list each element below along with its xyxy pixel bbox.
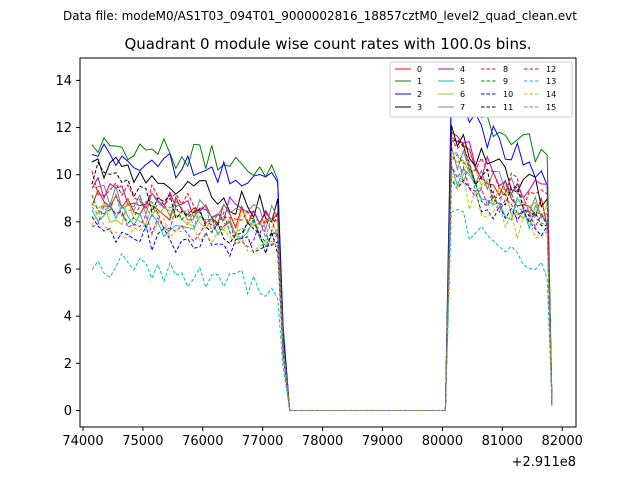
x-tick-label: 74000 xyxy=(62,434,103,449)
legend-label-11: 11 xyxy=(503,103,513,112)
legend-label-6: 6 xyxy=(460,90,465,99)
series-line-15 xyxy=(91,152,553,411)
legend-label-3: 3 xyxy=(417,103,422,112)
series-line-7 xyxy=(91,146,553,411)
axes-frame xyxy=(79,57,577,428)
x-offset-label: +2.911e8 xyxy=(512,455,576,470)
y-tick-label: 10 xyxy=(55,168,72,183)
x-tick-label: 77000 xyxy=(242,434,283,449)
y-tick-label: 0 xyxy=(64,404,72,419)
series-line-1 xyxy=(91,80,553,411)
x-tick-label: 79000 xyxy=(362,434,403,449)
legend-label-15: 15 xyxy=(546,103,556,112)
legend-label-10: 10 xyxy=(503,90,513,99)
legend-label-7: 7 xyxy=(460,103,465,112)
plot-lines xyxy=(91,80,553,411)
chart-suptitle: Data file: modeM0/AS1T03_094T01_90000028… xyxy=(63,9,577,23)
y-tick-label: 2 xyxy=(64,357,72,372)
x-axis: 74000 75000 76000 77000 78000 79000 80000 81000… xyxy=(62,427,583,449)
chart-title: Quadrant 0 module wise count rates with … xyxy=(124,35,531,53)
legend-label-5: 5 xyxy=(460,77,465,86)
y-tick-label: 12 xyxy=(55,121,72,136)
legend-label-9: 9 xyxy=(503,77,508,86)
legend-label-13: 13 xyxy=(546,77,556,86)
series-line-9 xyxy=(91,153,553,411)
y-tick-label: 6 xyxy=(64,263,72,278)
y-tick-label: 4 xyxy=(64,310,72,325)
legend-label-2: 2 xyxy=(417,90,422,99)
y-axis: 0 2 4 6 8 10 12 14 xyxy=(55,74,80,419)
x-tick-label: 75000 xyxy=(122,434,163,449)
series-line-14 xyxy=(91,172,553,411)
series-line-12 xyxy=(91,165,553,411)
x-tick-label: 76000 xyxy=(182,434,223,449)
legend-label-14: 14 xyxy=(546,90,556,99)
series-line-11 xyxy=(91,139,553,411)
series-line-3 xyxy=(91,125,553,411)
x-tick-label: 81000 xyxy=(482,434,523,449)
x-tick-label: 80000 xyxy=(422,434,463,449)
series-line-13 xyxy=(91,208,553,411)
legend-label-0: 0 xyxy=(417,65,422,74)
y-tick-label: 14 xyxy=(55,74,72,89)
legend-label-8: 8 xyxy=(503,65,508,74)
series-line-2 xyxy=(91,93,553,411)
legend-label-1: 1 xyxy=(417,77,422,86)
y-tick-label: 8 xyxy=(64,215,72,230)
series-line-10 xyxy=(91,177,553,411)
series-line-5 xyxy=(91,165,553,411)
x-tick-label: 78000 xyxy=(302,434,343,449)
legend-label-4: 4 xyxy=(460,65,465,74)
series-line-6 xyxy=(91,154,553,411)
legend-label-12: 12 xyxy=(546,65,556,74)
legend-frame xyxy=(389,61,573,118)
series-line-8 xyxy=(91,137,553,411)
x-tick-label: 82000 xyxy=(542,434,583,449)
